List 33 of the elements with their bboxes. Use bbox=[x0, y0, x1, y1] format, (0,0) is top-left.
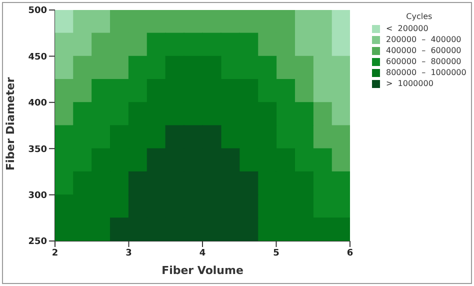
point bbox=[331, 10, 350, 34]
point bbox=[55, 56, 74, 80]
point bbox=[55, 171, 74, 196]
point bbox=[110, 218, 130, 241]
y-tick-label: 400 bbox=[28, 98, 47, 109]
point bbox=[92, 10, 111, 34]
x-tick-label: 3 bbox=[126, 248, 132, 258]
point bbox=[55, 10, 74, 34]
x-tick-label: 5 bbox=[273, 248, 280, 258]
x-axis-title: Fiber Volume bbox=[162, 264, 244, 277]
y-tick-label: 450 bbox=[28, 52, 47, 62]
point bbox=[331, 218, 350, 241]
x-tick-label: 4 bbox=[199, 248, 206, 258]
legend-label: 200000 – 400000 bbox=[386, 35, 462, 44]
x-tick-label: 2 bbox=[52, 248, 58, 258]
legend-label: 800000 – 1000000 bbox=[386, 68, 466, 77]
y-tick-label: 350 bbox=[28, 144, 47, 155]
x-tick-label: 6 bbox=[346, 248, 354, 258]
y-axis-title: Fiber Diameter bbox=[4, 76, 17, 170]
point bbox=[331, 148, 350, 172]
legend-label: 600000 – 800000 bbox=[386, 57, 462, 66]
y-tick-label: 300 bbox=[28, 190, 47, 201]
y-tick-label: 500 bbox=[28, 6, 47, 16]
legend-label: > 1000000 bbox=[386, 79, 434, 88]
legend-title: Cycles bbox=[405, 12, 434, 21]
point bbox=[312, 102, 332, 126]
point bbox=[331, 32, 350, 56]
point bbox=[331, 102, 350, 126]
point bbox=[294, 79, 314, 103]
legend-label: 400000 – 600000 bbox=[386, 46, 462, 55]
point bbox=[55, 102, 74, 126]
legend-label: < 200000 bbox=[386, 24, 428, 33]
y-tick-label: 250 bbox=[28, 237, 47, 248]
